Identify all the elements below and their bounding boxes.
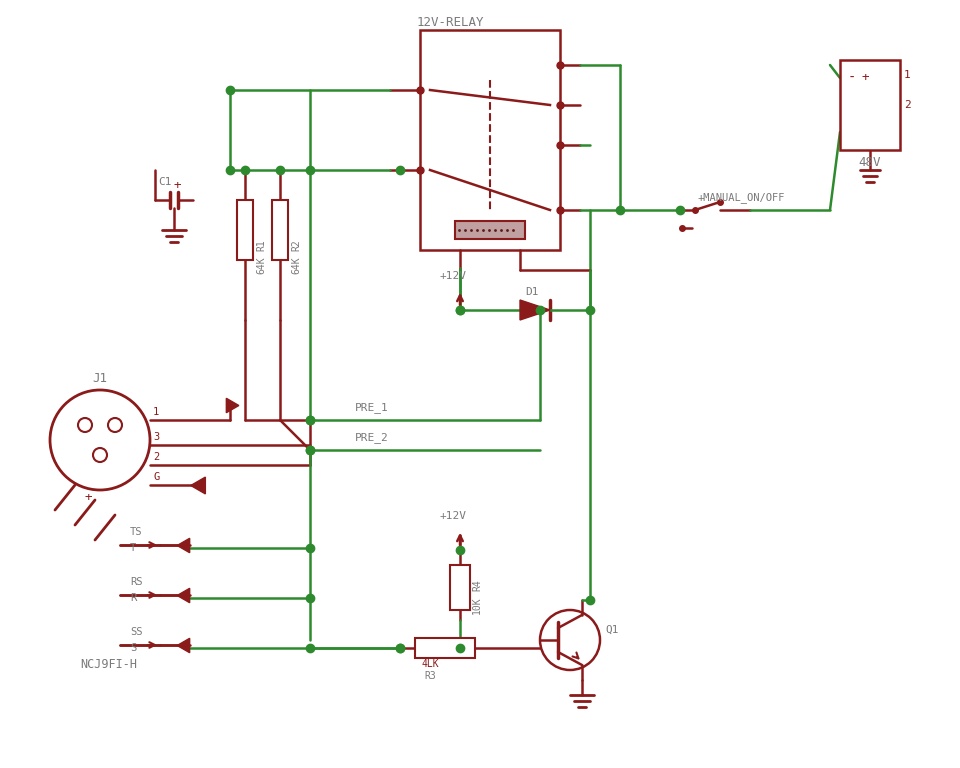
Text: R3: R3 [424, 671, 436, 681]
Text: 48V: 48V [859, 155, 881, 168]
Bar [415, 638, 475, 658]
Text: 64K: 64K [291, 257, 301, 274]
Bar [420, 30, 560, 250]
Text: +12V: +12V [440, 271, 467, 281]
Text: TS: TS [130, 527, 142, 537]
Text: 12V-RELAY: 12V-RELAY [417, 15, 484, 28]
Text: PRE_2: PRE_2 [355, 432, 389, 443]
Text: R1: R1 [256, 239, 266, 251]
Bar [840, 60, 900, 150]
Text: 3: 3 [153, 432, 159, 442]
Text: +: + [173, 180, 180, 193]
Text: +: + [84, 492, 92, 505]
Text: 2: 2 [153, 452, 159, 462]
Text: SS: SS [130, 627, 142, 637]
Circle shape [540, 610, 600, 670]
Text: RS: RS [130, 577, 142, 587]
Text: R2: R2 [291, 239, 301, 251]
Text: 1: 1 [153, 407, 159, 417]
Circle shape [93, 448, 107, 462]
Text: 64K: 64K [256, 257, 266, 274]
Text: -: - [848, 71, 856, 85]
Bar [450, 565, 470, 610]
Circle shape [108, 418, 122, 432]
Text: +: + [862, 71, 870, 84]
Text: NCJ9FI-H: NCJ9FI-H [80, 658, 137, 671]
Text: J1: J1 [92, 372, 108, 385]
Text: Q1: Q1 [605, 625, 618, 635]
Text: PRE_1: PRE_1 [355, 402, 389, 413]
Bar [237, 200, 253, 260]
Text: D1: D1 [525, 287, 539, 297]
Circle shape [78, 418, 92, 432]
Text: 1: 1 [904, 70, 911, 80]
Bar [455, 221, 525, 239]
Text: R: R [130, 593, 136, 603]
Text: C1: C1 [158, 177, 172, 187]
Polygon shape [520, 300, 550, 320]
Bar [272, 200, 288, 260]
Text: G: G [153, 472, 159, 482]
Text: S: S [130, 643, 136, 653]
Text: 10K: 10K [472, 596, 482, 614]
Text: +MANUAL_ON/OFF: +MANUAL_ON/OFF [697, 193, 784, 204]
Text: 2: 2 [904, 100, 911, 110]
Text: T: T [130, 543, 136, 553]
Text: +12V: +12V [440, 511, 467, 521]
Text: R4: R4 [472, 579, 482, 591]
Circle shape [50, 390, 150, 490]
Text: 4LK: 4LK [421, 659, 439, 669]
